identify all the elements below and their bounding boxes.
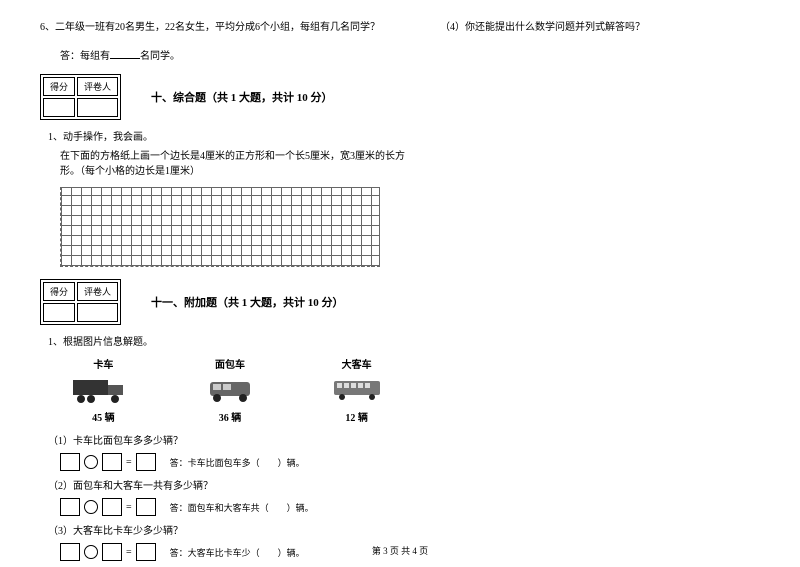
ans1: 答：卡车比面包车多（ ）辆。 bbox=[170, 456, 305, 469]
score-cell[interactable] bbox=[43, 98, 75, 117]
eq-box[interactable] bbox=[136, 453, 156, 471]
score-label: 得分 bbox=[43, 77, 75, 96]
blank-input[interactable] bbox=[110, 47, 140, 59]
score-table-11: 得分 评卷人 bbox=[40, 279, 121, 325]
right-q4: （4）你还能提出什么数学问题并列式解答吗？ bbox=[440, 20, 760, 35]
bus-count: 12 辆 bbox=[307, 409, 407, 424]
equation-2: = 答：面包车和大客车共（ ）辆。 bbox=[60, 498, 420, 516]
eq-box[interactable] bbox=[60, 543, 80, 561]
s11-q1: 1、根据图片信息解题。 bbox=[48, 333, 420, 348]
eq-box[interactable] bbox=[136, 498, 156, 516]
page-footer: 第 3 页 共 4 页 bbox=[372, 544, 428, 557]
eq-operator[interactable] bbox=[84, 455, 98, 469]
eq-operator[interactable] bbox=[84, 545, 98, 559]
equals-sign: = bbox=[126, 547, 132, 558]
truck-count: 45 辆 bbox=[53, 409, 153, 424]
q6-answer: 答：每组有 名同学。 bbox=[60, 47, 420, 62]
right-column: （4）你还能提出什么数学问题并列式解答吗？ bbox=[440, 20, 760, 43]
equation-1: = 答：卡车比面包车多（ ）辆。 bbox=[60, 453, 420, 471]
eq-box[interactable] bbox=[102, 453, 122, 471]
eq-box[interactable] bbox=[102, 543, 122, 561]
q6-answer-suffix: 名同学。 bbox=[140, 51, 180, 62]
s11-sub1: （1）卡车比面包车多多少辆？ bbox=[48, 432, 420, 447]
equals-sign: = bbox=[126, 502, 132, 513]
q6-answer-prefix: 答：每组有 bbox=[60, 51, 110, 62]
score-cell[interactable] bbox=[43, 303, 75, 322]
score-table-10: 得分 评卷人 bbox=[40, 74, 121, 120]
eq-box[interactable] bbox=[60, 453, 80, 471]
reviewer-label: 评卷人 bbox=[77, 282, 118, 301]
left-column: 6、二年级一班有20名男生，22名女生，平均分成6个小组，每组有几名同学？ 答：… bbox=[40, 20, 420, 567]
eq-box[interactable] bbox=[136, 543, 156, 561]
truck-col: 卡车 45 辆 bbox=[53, 356, 153, 424]
ans2: 答：面包车和大客车共（ ）辆。 bbox=[170, 501, 314, 514]
vehicles-row: 卡车 45 辆 面包车 36 辆 大客车 12 辆 bbox=[40, 356, 420, 424]
eq-box[interactable] bbox=[102, 498, 122, 516]
reviewer-cell[interactable] bbox=[77, 98, 118, 117]
eq-operator[interactable] bbox=[84, 500, 98, 514]
bus-label: 大客车 bbox=[307, 356, 407, 371]
s10-q1-desc: 在下面的方格纸上画一个边长是4厘米的正方形和一个长5厘米，宽3厘米的长方形。（每… bbox=[60, 147, 420, 177]
s10-q1: 1、动手操作，我会画。 bbox=[48, 128, 420, 143]
van-count: 36 辆 bbox=[180, 409, 280, 424]
section-11-title: 十一、附加题（共 1 大题，共计 10 分） bbox=[151, 294, 344, 310]
s11-sub2: （2）面包车和大客车一共有多少辆？ bbox=[48, 477, 420, 492]
drawing-grid[interactable] bbox=[60, 187, 380, 267]
s11-sub3: （3）大客车比卡车少多少辆？ bbox=[48, 522, 420, 537]
section-11-header: 得分 评卷人 十一、附加题（共 1 大题，共计 10 分） bbox=[40, 279, 420, 325]
reviewer-cell[interactable] bbox=[77, 303, 118, 322]
bus-col: 大客车 12 辆 bbox=[307, 356, 407, 424]
score-label: 得分 bbox=[43, 282, 75, 301]
reviewer-label: 评卷人 bbox=[77, 77, 118, 96]
van-icon bbox=[180, 375, 280, 405]
eq-box[interactable] bbox=[60, 498, 80, 516]
van-label: 面包车 bbox=[180, 356, 280, 371]
bus-icon bbox=[307, 375, 407, 405]
truck-icon bbox=[53, 375, 153, 405]
question-6: 6、二年级一班有20名男生，22名女生，平均分成6个小组，每组有几名同学？ bbox=[40, 20, 420, 35]
van-col: 面包车 36 辆 bbox=[180, 356, 280, 424]
equation-3: = 答：大客车比卡车少（ ）辆。 bbox=[60, 543, 420, 561]
truck-label: 卡车 bbox=[53, 356, 153, 371]
ans3: 答：大客车比卡车少（ ）辆。 bbox=[170, 546, 305, 559]
section-10-title: 十、综合题（共 1 大题，共计 10 分） bbox=[151, 89, 333, 105]
section-10-header: 得分 评卷人 十、综合题（共 1 大题，共计 10 分） bbox=[40, 74, 420, 120]
equals-sign: = bbox=[126, 457, 132, 468]
